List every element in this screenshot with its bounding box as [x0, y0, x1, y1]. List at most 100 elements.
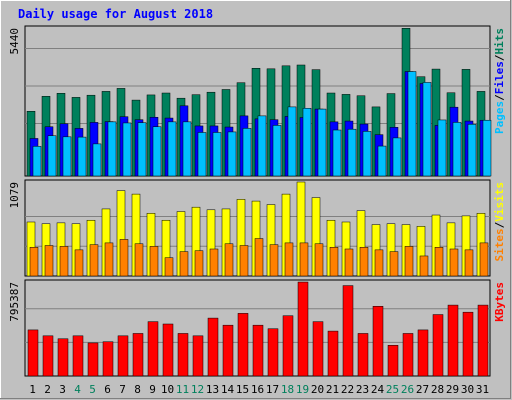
bar-kbytes	[312, 321, 324, 377]
series-label-part: /	[493, 54, 506, 61]
bar-sites	[29, 247, 39, 277]
bar-kbytes	[387, 345, 399, 377]
bar-kbytes	[72, 335, 84, 377]
bar-kbytes	[252, 324, 264, 377]
x-tick-label: 2	[44, 383, 51, 396]
x-tick-label: 20	[311, 383, 324, 396]
bar-sites	[89, 244, 99, 277]
bar-pages	[467, 124, 477, 177]
bar-pages	[257, 115, 267, 177]
bar-pages	[407, 71, 417, 177]
bar-kbytes	[117, 335, 129, 377]
x-tick-label: 11	[176, 383, 189, 396]
series-label-part: Files	[493, 61, 506, 94]
bar-sites	[269, 244, 279, 277]
series-label-part: Visits	[493, 182, 506, 222]
bar-kbytes	[87, 342, 99, 377]
bar-kbytes	[162, 323, 174, 377]
x-tick-label: 4	[74, 383, 81, 396]
bar-kbytes	[42, 335, 54, 377]
bar-pages	[77, 136, 87, 177]
bar-pages	[212, 132, 222, 177]
series-label-part: Hits	[493, 28, 506, 55]
y-axis-max-label: 1079	[8, 182, 21, 209]
bar-sites	[284, 242, 294, 277]
bar-pages	[287, 106, 297, 177]
bar-kbytes	[267, 328, 279, 377]
bar-kbytes	[102, 341, 114, 377]
bar-kbytes	[297, 281, 309, 377]
bar-pages	[392, 137, 402, 177]
bar-kbytes	[342, 285, 354, 377]
bar-pages	[482, 119, 492, 177]
bar-sites	[44, 245, 54, 277]
series-label: Pages/Files/Hits	[493, 28, 506, 134]
bar-kbytes	[417, 329, 429, 377]
x-tick-label: 21	[326, 383, 339, 396]
bar-kbytes	[177, 333, 189, 377]
bar-sites	[74, 249, 84, 277]
bar-kbytes	[357, 333, 369, 377]
x-tick-label: 24	[371, 383, 385, 396]
bar-sites	[359, 247, 369, 277]
x-tick-label: 8	[134, 383, 141, 396]
bar-pages	[122, 122, 132, 177]
bar-sites	[329, 247, 339, 277]
bar-kbytes	[27, 329, 39, 377]
bar-kbytes	[327, 330, 339, 377]
bar-kbytes	[477, 304, 489, 377]
bar-pages	[422, 82, 432, 177]
bar-sites	[194, 250, 204, 277]
bar-kbytes	[147, 321, 159, 377]
chart-title: Daily usage for August 2018	[18, 7, 213, 21]
bar-kbytes	[447, 304, 459, 377]
bar-kbytes	[207, 317, 219, 377]
bar-pages	[137, 122, 147, 177]
x-tick-label: 31	[476, 383, 489, 396]
bar-sites	[179, 251, 189, 277]
bar-pages	[362, 131, 372, 177]
bar-pages	[152, 126, 162, 177]
chart-panel-1: 5440 Pages/Files/Hits	[8, 25, 506, 177]
bar-sites	[344, 248, 354, 277]
x-tick-label: 26	[401, 383, 414, 396]
x-tick-label: 7	[119, 383, 126, 396]
x-tick-label: 6	[104, 383, 111, 396]
x-tick-label: 23	[356, 383, 369, 396]
bar-pages	[317, 108, 327, 177]
bar-kbytes	[402, 333, 414, 377]
series-label: KBytes	[493, 282, 506, 322]
bar-sites	[164, 257, 174, 277]
bar-pages	[377, 145, 387, 177]
bar-kbytes	[372, 306, 384, 377]
bar-sites	[254, 238, 264, 277]
bar-sites	[104, 242, 114, 277]
bar-kbytes	[432, 314, 444, 377]
bar-kbytes	[462, 311, 474, 377]
series-label-part: /	[493, 94, 506, 101]
x-tick-label: 27	[416, 383, 429, 396]
bar-pages	[347, 128, 357, 177]
x-tick-label: 25	[386, 383, 399, 396]
x-tick-label: 1	[29, 383, 36, 396]
bar-pages	[242, 128, 252, 177]
x-tick-label: 9	[149, 383, 156, 396]
x-tick-label: 30	[461, 383, 474, 396]
bar-sites	[404, 246, 414, 277]
bar-kbytes	[222, 324, 234, 377]
x-tick-label: 17	[266, 383, 279, 396]
bar-sites	[239, 245, 249, 277]
bar-kbytes	[57, 338, 69, 377]
x-tick-label: 3	[59, 383, 66, 396]
x-tick-label: 16	[251, 383, 264, 396]
x-tick-label: 29	[446, 383, 459, 396]
bar-pages	[272, 125, 282, 177]
series-label-part: /	[493, 221, 506, 228]
bar-sites	[449, 248, 459, 277]
y-axis-max-label: 5440	[8, 28, 21, 55]
bar-sites	[419, 255, 429, 277]
bar-sites	[299, 242, 309, 277]
bar-sites	[209, 248, 219, 277]
bar-kbytes	[132, 333, 144, 377]
